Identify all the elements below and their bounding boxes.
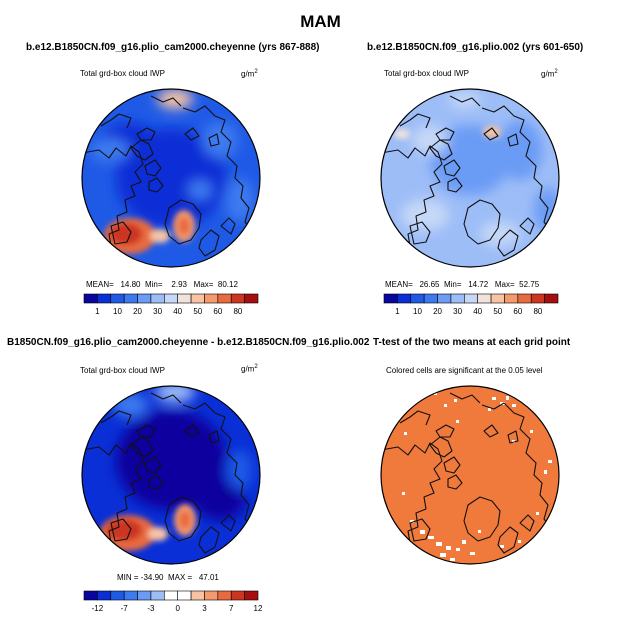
colorbar-swatch: [204, 293, 219, 304]
panel3-units: g/m2: [241, 364, 258, 374]
panel2-stats: MEAN= 26.65 Min= 14.72 Max= 52.75: [385, 280, 540, 289]
panel4-title: T-test of the two means at each grid poi…: [373, 337, 571, 348]
colorbar-tick-label: 40: [173, 307, 182, 316]
colorbar-swatch: [123, 293, 138, 304]
colorbar-swatch: [110, 590, 125, 601]
colorbar-swatch: [230, 293, 245, 304]
colorbar-tick-label: 7: [229, 604, 234, 613]
colorbar-swatch: [504, 293, 519, 304]
colorbar-tick-label: 60: [513, 307, 522, 316]
colorbar-swatch: [490, 293, 505, 304]
colorbar-swatch: [150, 590, 165, 601]
panel4-subtitle: Colored cells are significant at the 0.0…: [386, 366, 543, 375]
panel2-map: [380, 88, 560, 268]
colorbar-tick-label: 10: [413, 307, 422, 316]
colorbar-tick-label: -3: [147, 604, 155, 613]
colorbar-tick-label: 20: [133, 307, 142, 316]
panel2-colorbar: 1 10 20 30 40 50 60 80: [383, 293, 559, 316]
colorbar-swatch: [190, 293, 205, 304]
panel1-map: [81, 88, 261, 268]
colorbar-tick-label: 30: [453, 307, 462, 316]
colorbar-tick-label: 80: [533, 307, 542, 316]
colorbar-swatch: [410, 293, 425, 304]
panel2-subtitle: Total grd-box cloud IWP: [384, 69, 469, 78]
colorbar-tick-label: -7: [121, 604, 129, 613]
colorbar-swatch: [217, 590, 232, 601]
panel3-map: [81, 385, 261, 565]
panel3-stats: MIN = -34.90 MAX = 47.01: [117, 573, 219, 582]
panel1-title: b.e12.B1850CN.f09_g16.plio_cam2000.cheye…: [26, 42, 320, 53]
colorbar-swatch: [110, 293, 125, 304]
panel4-map: [380, 385, 560, 565]
panel2-title: b.e12.B1850CN.f09_g16.plio.002 (yrs 601-…: [367, 42, 584, 53]
colorbar-swatch: [517, 293, 532, 304]
panel1-units: g/m2: [241, 69, 258, 79]
colorbar-tick-label: 30: [153, 307, 162, 316]
colorbar-swatch: [137, 590, 152, 601]
colorbar-swatch: [530, 293, 545, 304]
colorbar-swatch: [83, 590, 98, 601]
colorbar-tick-label: 0: [175, 604, 180, 613]
colorbar-tick-label: 50: [193, 307, 202, 316]
colorbar-swatch: [164, 590, 178, 601]
colorbar-tick-label: -12: [92, 604, 104, 613]
colorbar-swatch: [383, 293, 398, 304]
colorbar-swatch: [204, 590, 219, 601]
colorbar-tick-label: 80: [233, 307, 242, 316]
panel1-subtitle: Total grd-box cloud IWP: [80, 69, 165, 78]
colorbar-swatch: [137, 293, 152, 304]
colorbar-swatch: [217, 293, 232, 304]
colorbar-swatch: [230, 590, 245, 601]
colorbar-swatch: [244, 590, 259, 601]
panel3-title: B1850CN.f09_g16.plio_cam2000.cheyenne - …: [7, 337, 370, 348]
colorbar-swatch: [397, 293, 412, 304]
colorbar-swatch: [177, 590, 192, 601]
colorbar-swatch: [97, 293, 112, 304]
panel3-subtitle: Total grd-box cloud IWP: [80, 366, 165, 375]
figure-title: MAM: [300, 12, 341, 31]
colorbar-swatch: [177, 293, 192, 304]
colorbar-swatch: [244, 293, 259, 304]
colorbar-swatch: [150, 293, 165, 304]
colorbar-swatch: [544, 293, 559, 304]
colorbar-swatch: [190, 590, 205, 601]
colorbar-swatch: [437, 293, 452, 304]
colorbar-tick-label: 1: [95, 307, 100, 316]
colorbar-tick-label: 3: [202, 604, 207, 613]
colorbar-swatch: [123, 590, 138, 601]
colorbar-swatch: [450, 293, 465, 304]
colorbar-swatch: [477, 293, 492, 304]
colorbar-tick-label: 50: [493, 307, 502, 316]
colorbar-tick-label: 60: [213, 307, 222, 316]
colorbar-swatch: [164, 293, 178, 304]
colorbar-tick-label: 10: [113, 307, 122, 316]
colorbar-tick-label: 12: [254, 604, 263, 613]
colorbar-swatch: [83, 293, 98, 304]
colorbar-tick-label: 1: [395, 307, 400, 316]
colorbar-tick-label: 20: [433, 307, 442, 316]
colorbar-swatch: [423, 293, 438, 304]
colorbar-swatch: [464, 293, 478, 304]
panel1-colorbar: 1 10 20 30 40 50 60 80: [83, 293, 259, 316]
panel1-stats: MEAN= 14.80 Min= 2.93 Max= 80.12: [86, 280, 238, 289]
colorbar-tick-label: 40: [473, 307, 482, 316]
colorbar-swatch: [97, 590, 112, 601]
panel2-units: g/m2: [541, 69, 558, 79]
panel3-colorbar: -12 -7 -3 0 3 7 12: [83, 590, 263, 613]
